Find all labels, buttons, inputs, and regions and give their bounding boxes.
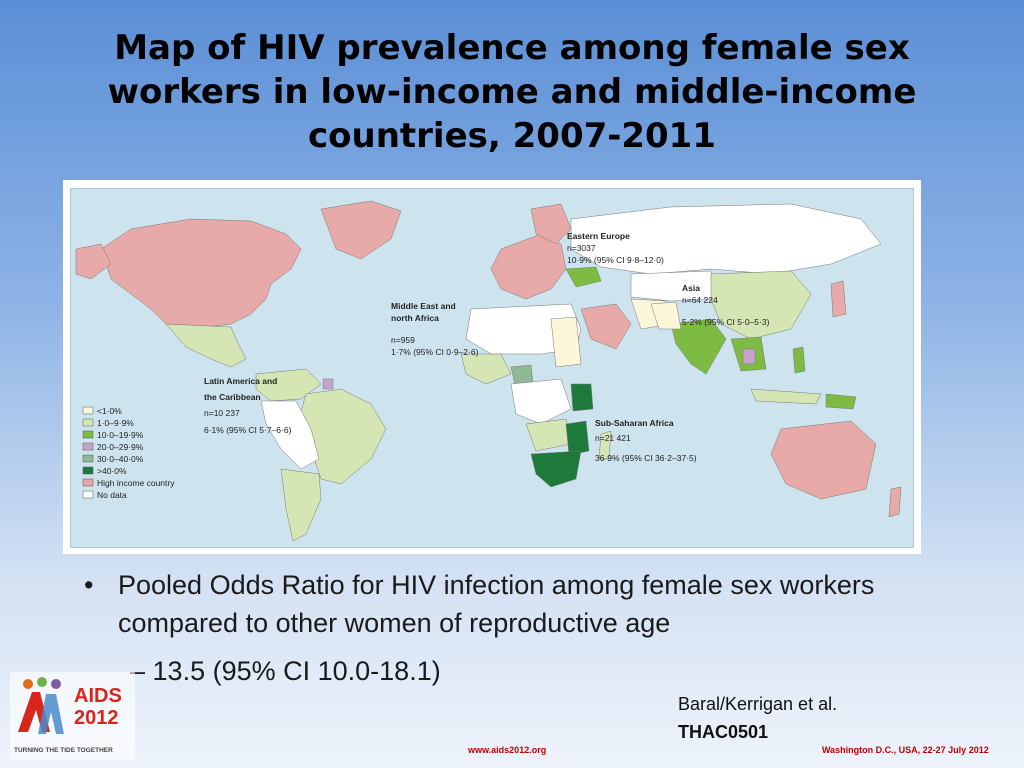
legend-swatch-4 bbox=[82, 454, 94, 463]
label-ssa-n: n=21 421 bbox=[595, 433, 631, 443]
logo-tagline: TURNING THE TIDE TOGETHER bbox=[14, 747, 113, 754]
country-philippines bbox=[792, 346, 806, 374]
label-mena-name2: north Africa bbox=[391, 313, 439, 323]
sub-bullet: – 13.5 (95% CI 10.0-18.1) bbox=[130, 656, 441, 686]
country-egypt-sudan bbox=[550, 316, 582, 368]
label-asia-name: Asia bbox=[682, 283, 700, 293]
country-russia bbox=[570, 203, 882, 275]
country-guyana bbox=[322, 378, 334, 390]
citation-authors: Baral/Kerrigan et al. bbox=[678, 694, 838, 714]
country-middle-east bbox=[580, 303, 632, 350]
map-legend: <1·0% 1·0–9·9% 10·0–19·9% 20·0–29·9% 30·… bbox=[82, 406, 175, 500]
logo-text-bottom: 2012 bbox=[74, 707, 119, 729]
bullet-text: Pooled Odds Ratio for HIV infection amon… bbox=[118, 570, 875, 638]
legend-swatch-5 bbox=[82, 466, 94, 475]
legend-swatch-2 bbox=[82, 430, 94, 439]
slide-title: Map of HIV prevalence among female sex w… bbox=[107, 28, 917, 156]
bullet-point: • Pooled Odds Ratio for HIV infection am… bbox=[84, 566, 964, 642]
legend-swatch-6 bbox=[82, 478, 94, 487]
label-eastern-europe-name: Eastern Europe bbox=[567, 231, 630, 241]
country-west-africa bbox=[460, 353, 512, 385]
legend-label-1: 1·0–9·9% bbox=[97, 418, 134, 428]
label-eastern-europe-n: n=3037 bbox=[567, 243, 596, 253]
country-greenland bbox=[320, 200, 402, 260]
label-latam-ci: 6·1% (95% CI 5·7–6·6) bbox=[204, 425, 292, 435]
country-pakistan-afghanistan bbox=[650, 301, 682, 330]
country-ukraine bbox=[565, 266, 602, 288]
country-indonesia bbox=[750, 388, 822, 405]
country-mexico bbox=[165, 323, 247, 368]
label-mena-ci: 1·7% (95% CI 0·9–2·6) bbox=[391, 347, 479, 357]
label-latin-america: Latin America and the Caribbean n=10 237… bbox=[204, 376, 292, 435]
label-asia-n: n=64 224 bbox=[682, 295, 718, 305]
ribbon-figures-icon bbox=[18, 677, 64, 734]
logo-text-top: AIDS bbox=[74, 685, 122, 707]
label-asia-ci: 5·2% (95% CI 5·0–5·3) bbox=[682, 317, 770, 327]
country-south-africa bbox=[530, 450, 582, 488]
label-asia: Asia n=64 224 5·2% (95% CI 5·0–5·3) bbox=[682, 283, 770, 327]
label-latam-n: n=10 237 bbox=[204, 408, 240, 418]
country-canada-usa bbox=[100, 218, 302, 330]
country-png bbox=[825, 393, 857, 410]
label-latam-name2: the Caribbean bbox=[204, 392, 261, 402]
country-china-mongolia bbox=[710, 270, 812, 340]
country-madagascar bbox=[598, 430, 612, 460]
label-mena-name1: Middle East and bbox=[391, 301, 456, 311]
country-colombia-venezuela bbox=[255, 368, 322, 402]
legend-label-7: No data bbox=[97, 490, 127, 500]
legend-swatch-7 bbox=[82, 490, 94, 499]
citation-code: THAC0501 bbox=[678, 722, 769, 742]
country-scandinavia bbox=[530, 203, 572, 245]
country-kenya bbox=[570, 383, 594, 412]
legend-label-2: 10·0–19·9% bbox=[97, 430, 144, 440]
country-thailand bbox=[742, 348, 756, 365]
legend-label-5: >40·0% bbox=[97, 466, 127, 476]
footer-url[interactable]: www.aids2012.org bbox=[468, 745, 547, 755]
legend-label-3: 20·0–29·9% bbox=[97, 442, 144, 452]
legend-label-6: High income country bbox=[97, 478, 175, 488]
legend-swatch-0 bbox=[82, 406, 94, 415]
aids2012-logo: AIDS 2012 TURNING THE TIDE TOGETHER bbox=[10, 672, 135, 760]
country-argentina-chile bbox=[280, 468, 322, 542]
legend-swatch-3 bbox=[82, 442, 94, 451]
label-sub-saharan-africa: Sub-Saharan Africa n=21 421 36·9% (95% C… bbox=[595, 418, 697, 463]
country-new-zealand bbox=[888, 486, 902, 518]
country-western-europe bbox=[490, 233, 567, 300]
label-mena: Middle East and north Africa n=959 1·7% … bbox=[391, 301, 479, 357]
country-central-asia bbox=[630, 270, 717, 302]
legend-label-0: <1·0% bbox=[97, 406, 122, 416]
label-eastern-europe: Eastern Europe n=3037 10·9% (95% CI 9·8–… bbox=[567, 231, 664, 265]
label-ssa-ci: 36·9% (95% CI 36·2–37·5) bbox=[595, 453, 697, 463]
label-ssa-name: Sub-Saharan Africa bbox=[595, 418, 674, 428]
country-mozambique-zimbabwe bbox=[565, 420, 590, 456]
country-central-africa bbox=[510, 378, 572, 425]
country-alaska bbox=[75, 243, 112, 280]
world-map-svg: Eastern Europe n=3037 10·9% (95% CI 9·8–… bbox=[75, 200, 902, 542]
label-mena-n: n=959 bbox=[391, 335, 415, 345]
legend-label-4: 30·0–40·0% bbox=[97, 454, 144, 464]
footer-event: Washington D.C., USA, 22-27 July 2012 bbox=[822, 745, 989, 755]
citation: Baral/Kerrigan et al. THAC0501 bbox=[678, 690, 837, 746]
country-india bbox=[670, 318, 727, 375]
bullet-dot-icon: • bbox=[84, 570, 94, 600]
label-latam-name1: Latin America and bbox=[204, 376, 277, 386]
country-japan bbox=[830, 280, 847, 318]
country-angola-zambia bbox=[525, 418, 572, 452]
country-australia bbox=[770, 420, 877, 500]
legend-swatch-1 bbox=[82, 418, 94, 427]
world-map: Eastern Europe n=3037 10·9% (95% CI 9·8–… bbox=[70, 188, 914, 548]
label-eastern-europe-ci: 10·9% (95% CI 9·8–12·0) bbox=[567, 255, 664, 265]
sub-bullet-text: 13.5 (95% CI 10.0-18.1) bbox=[152, 656, 441, 686]
country-peru-bolivia bbox=[260, 400, 320, 470]
